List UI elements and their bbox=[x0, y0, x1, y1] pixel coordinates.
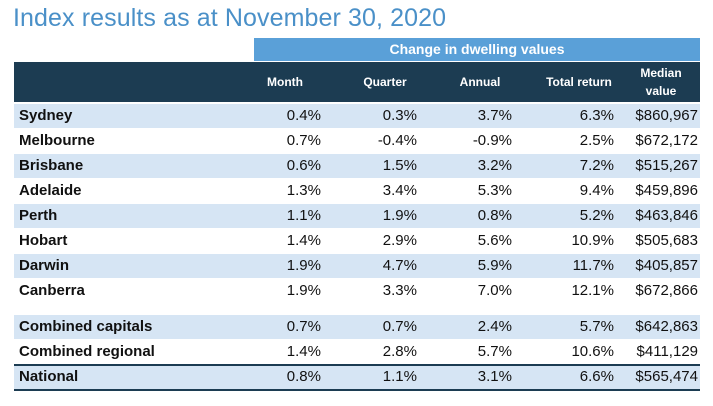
cell-quarter: 1.5% bbox=[382, 157, 417, 174]
cell-month: 0.4% bbox=[286, 107, 321, 124]
row-region-name: National bbox=[19, 368, 79, 385]
header-total-return: Total return bbox=[546, 75, 612, 89]
cell-annual: -0.9% bbox=[472, 132, 512, 149]
cell-total-return: 2.5% bbox=[579, 132, 614, 149]
table-row: Perth 1.1% 1.9% 0.8% 5.2% $463,846 bbox=[14, 204, 700, 228]
table-row: Hobart 1.4% 2.9% 5.6% 10.9% $505,683 bbox=[14, 229, 700, 253]
cell-month: 1.9% bbox=[286, 282, 321, 299]
cell-quarter: 2.9% bbox=[382, 232, 417, 249]
cell-month: 0.7% bbox=[286, 318, 321, 335]
table-header: Month Quarter Annual Total return Median… bbox=[14, 62, 700, 102]
cell-annual: 3.1% bbox=[477, 368, 512, 385]
cell-median: $459,896 bbox=[635, 182, 698, 199]
cell-month: 1.4% bbox=[286, 232, 321, 249]
cell-median: $672,866 bbox=[635, 282, 698, 299]
cell-quarter: 0.7% bbox=[382, 318, 417, 335]
row-region-name: Combined regional bbox=[19, 343, 155, 360]
cell-quarter: 3.3% bbox=[382, 282, 417, 299]
table-row: Darwin 1.9% 4.7% 5.9% 11.7% $405,857 bbox=[14, 254, 700, 278]
table-row: Melbourne 0.7% -0.4% -0.9% 2.5% $672,172 bbox=[14, 129, 700, 153]
row-region-name: Brisbane bbox=[19, 157, 84, 174]
cell-quarter: 1.1% bbox=[382, 368, 417, 385]
national-top-rule bbox=[14, 364, 700, 366]
cell-total-return: 12.1% bbox=[571, 282, 614, 299]
table-row: Sydney 0.4% 0.3% 3.7% 6.3% $860,967 bbox=[14, 104, 700, 128]
cell-total-return: 10.9% bbox=[571, 232, 614, 249]
cell-median: $565,474 bbox=[635, 368, 698, 385]
cell-quarter: 4.7% bbox=[382, 257, 417, 274]
cell-month: 1.1% bbox=[286, 207, 321, 224]
cell-median: $515,267 bbox=[635, 157, 698, 174]
table-row: Adelaide 1.3% 3.4% 5.3% 9.4% $459,896 bbox=[14, 179, 700, 203]
table-row: Combined capitals 0.7% 0.7% 2.4% 5.7% $642,86… bbox=[14, 315, 700, 339]
cell-quarter: 3.4% bbox=[382, 182, 417, 199]
cell-total-return: 11.7% bbox=[572, 257, 614, 274]
cell-month: 1.3% bbox=[286, 182, 321, 199]
header-median-value: Median value bbox=[624, 62, 698, 102]
page-title: Index results as at November 30, 2020 bbox=[13, 4, 447, 32]
cell-median: $505,683 bbox=[635, 232, 698, 249]
cell-total-return: 9.4% bbox=[579, 182, 614, 199]
cell-median: $642,863 bbox=[635, 318, 698, 335]
cell-median: $405,857 bbox=[635, 257, 698, 274]
cell-annual: 0.8% bbox=[477, 207, 512, 224]
header-annual: Annual bbox=[459, 75, 501, 89]
change-in-dwelling-values-band: Change in dwelling values bbox=[254, 38, 700, 61]
cell-total-return: 10.6% bbox=[571, 343, 614, 360]
table-row: Brisbane 0.6% 1.5% 3.2% 7.2% $515,267 bbox=[14, 154, 700, 178]
cell-median: $463,846 bbox=[635, 207, 698, 224]
cell-annual: 5.3% bbox=[477, 182, 512, 199]
table-bottom-rule bbox=[14, 389, 700, 391]
table-row: Combined regional 1.4% 2.8% 5.7% 10.6% $411,1… bbox=[14, 340, 700, 364]
cell-quarter: 2.8% bbox=[382, 343, 417, 360]
row-region-name: Hobart bbox=[19, 232, 68, 249]
cell-annual: 7.0% bbox=[477, 282, 512, 299]
cell-total-return: 7.2% bbox=[579, 157, 614, 174]
row-region-name: Adelaide bbox=[19, 182, 82, 199]
cell-total-return: 5.7% bbox=[579, 318, 614, 335]
cell-annual: 5.9% bbox=[477, 257, 512, 274]
cell-annual: 3.2% bbox=[477, 157, 512, 174]
header-month: Month bbox=[267, 75, 303, 89]
cell-median: $411,129 bbox=[636, 343, 698, 360]
header-median-line1: Median bbox=[640, 66, 682, 80]
cell-quarter: 0.3% bbox=[382, 107, 417, 124]
cell-annual: 5.7% bbox=[477, 343, 512, 360]
row-region-name: Sydney bbox=[19, 107, 73, 124]
cell-annual: 2.4% bbox=[477, 318, 512, 335]
cell-month: 0.6% bbox=[286, 157, 321, 174]
cell-month: 0.7% bbox=[286, 132, 321, 149]
cell-median: $860,967 bbox=[635, 107, 698, 124]
table-row: National 0.8% 1.1% 3.1% 6.6% $565,474 bbox=[14, 365, 700, 389]
cell-month: 1.9% bbox=[286, 257, 321, 274]
cell-total-return: 6.6% bbox=[579, 368, 614, 385]
cell-total-return: 5.2% bbox=[579, 207, 614, 224]
row-region-name: Combined capitals bbox=[19, 318, 153, 335]
cell-quarter: -0.4% bbox=[377, 132, 417, 149]
header-quarter: Quarter bbox=[363, 75, 407, 89]
row-region-name: Melbourne bbox=[19, 132, 95, 149]
cell-median: $672,172 bbox=[635, 132, 698, 149]
row-region-name: Perth bbox=[19, 207, 58, 224]
cell-quarter: 1.9% bbox=[382, 207, 417, 224]
cell-total-return: 6.3% bbox=[579, 107, 614, 124]
header-median-line2: value bbox=[645, 84, 677, 98]
table-row: Canberra 1.9% 3.3% 7.0% 12.1% $672,866 bbox=[14, 279, 700, 303]
cell-annual: 3.7% bbox=[477, 107, 512, 124]
cell-month: 0.8% bbox=[286, 368, 321, 385]
cell-annual: 5.6% bbox=[477, 232, 512, 249]
row-region-name: Darwin bbox=[19, 257, 70, 274]
row-region-name: Canberra bbox=[19, 282, 85, 299]
cell-month: 1.4% bbox=[286, 343, 321, 360]
